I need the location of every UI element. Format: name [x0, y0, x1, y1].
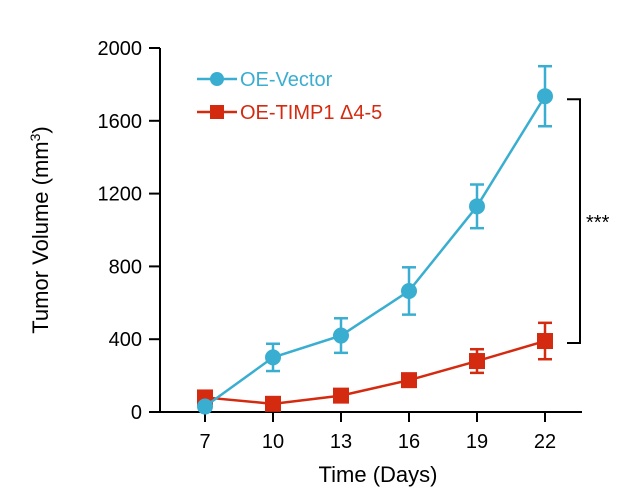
data-point — [265, 349, 281, 366]
y-tick-label: 0 — [131, 402, 142, 424]
data-point — [469, 198, 485, 215]
series-oe-timp1 — [197, 321, 553, 412]
legend-label-oe-timp1: OE-TIMP1 Δ4-5 — [240, 102, 382, 124]
data-point — [197, 398, 213, 415]
x-tick-label: 10 — [262, 431, 284, 453]
series-line — [204, 95, 547, 408]
y-axis-title-main: Tumor Volume (mm — [28, 141, 53, 333]
data-point — [333, 327, 349, 344]
x-tick-label: 22 — [534, 431, 556, 453]
data-point — [469, 353, 485, 370]
x-tick-label: 7 — [199, 431, 210, 453]
y-ticks: 0 400 800 1200 1600 2000 — [98, 38, 160, 424]
data-point — [333, 387, 349, 404]
significance-label: *** — [586, 212, 610, 234]
x-ticks: 7 10 13 16 19 22 — [199, 412, 556, 453]
significance-bracket: *** — [567, 98, 610, 345]
plot-area — [197, 64, 553, 415]
y-tick-label: 800 — [109, 256, 142, 278]
series-oe-vector — [197, 64, 553, 415]
y-axis-title-close: ) — [28, 126, 53, 133]
axes — [159, 48, 582, 413]
legend-marker-oe-vector — [210, 72, 224, 86]
legend-marker-oe-timp1 — [210, 105, 224, 119]
data-point — [265, 395, 281, 412]
data-point — [537, 88, 553, 105]
y-tick-label: 1200 — [98, 184, 143, 206]
x-axis-title: Time (Days) — [319, 462, 438, 487]
x-tick-label: 16 — [398, 431, 420, 453]
data-point — [401, 372, 417, 389]
legend: OE-Vector OE-TIMP1 Δ4-5 — [197, 69, 382, 124]
y-tick-label: 2000 — [98, 38, 143, 60]
x-tick-label: 13 — [330, 431, 352, 453]
series-line — [204, 339, 546, 406]
significance-bracket-line — [567, 98, 581, 345]
x-tick-label: 19 — [466, 431, 488, 453]
data-point — [537, 333, 553, 350]
legend-label-oe-vector: OE-Vector — [240, 69, 333, 91]
y-tick-label: 400 — [109, 329, 142, 351]
y-axis-title-sup: 3 — [27, 133, 43, 141]
y-axis-title: Tumor Volume (mm3) — [27, 126, 53, 333]
data-point — [401, 282, 417, 299]
y-tick-label: 1600 — [98, 111, 143, 133]
